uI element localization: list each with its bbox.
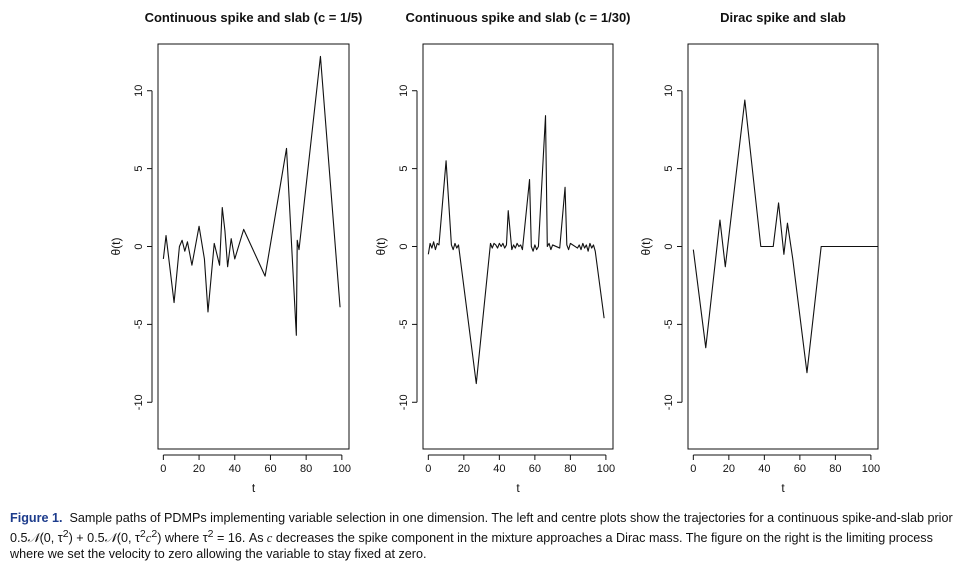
normal-symbol: 𝒩 xyxy=(104,531,117,546)
superscript: 2 xyxy=(207,528,214,540)
y-tick-label: 0 xyxy=(398,243,410,249)
x-tick-label: 20 xyxy=(723,463,735,475)
y-tick-label: 5 xyxy=(133,166,145,172)
series-line xyxy=(427,115,605,385)
x-tick-label: 20 xyxy=(458,463,470,475)
plot-frame xyxy=(157,43,350,450)
y-tick-label: -5 xyxy=(133,319,145,329)
x-tick-label: 80 xyxy=(829,463,841,475)
normal-symbol: 𝒩 xyxy=(27,531,40,546)
y-tick-label: -10 xyxy=(398,394,410,410)
panel-left: Continuous spike and slab (c = 1/5) 0 20 40… xyxy=(109,10,362,495)
figure-label: Figure 1. xyxy=(10,511,63,525)
y-tick-label: -10 xyxy=(663,394,675,410)
plot-frame xyxy=(422,43,614,450)
caption-text-1: Sample paths of PDMPs implementing varia… xyxy=(69,511,953,525)
panel-centre: Continuous spike and slab (c = 1/30) 0 20 4… xyxy=(374,10,631,495)
chart-title: Dirac spike and slab xyxy=(720,10,846,25)
x-tick-label: 100 xyxy=(333,463,351,475)
x-tick-label: 100 xyxy=(597,463,615,475)
y-tick-label: -5 xyxy=(398,319,410,329)
caption-frag: c xyxy=(145,531,152,546)
x-tick-label: 100 xyxy=(862,463,880,475)
y-tick-label: 5 xyxy=(663,166,675,172)
caption-line-2: 0.5𝒩(0, τ2) + 0.5𝒩(0, τ2c2) where τ2 = 1… xyxy=(10,526,975,546)
x-axis-label: t xyxy=(781,481,785,495)
y-tick-label: 0 xyxy=(133,243,145,249)
figure: Continuous spike and slab (c = 1/5) 0 20 40… xyxy=(109,10,880,495)
y-tick-label: 10 xyxy=(398,85,410,97)
y-axis-label: θ(t) xyxy=(374,237,388,255)
x-tick-label: 0 xyxy=(160,463,166,475)
caption-line-3: where we set the velocity to zero allowi… xyxy=(10,547,427,562)
caption-frag: (0, τ xyxy=(39,531,63,546)
x-tick-label: 80 xyxy=(300,463,312,475)
chart-title: Continuous spike and slab (c = 1/30) xyxy=(405,10,630,25)
x-axis-label: t xyxy=(516,481,520,495)
x-tick-label: 60 xyxy=(529,463,541,475)
superscript: 2 xyxy=(151,528,158,540)
superscript: 2 xyxy=(139,528,146,540)
caption-frag: decreases the spike component in the mix… xyxy=(272,531,933,546)
caption-frag: ) where τ xyxy=(157,531,208,546)
caption-frag: (0, τ xyxy=(116,531,140,546)
x-tick-label: 20 xyxy=(193,463,205,475)
superscript: 2 xyxy=(62,528,69,540)
series-line xyxy=(692,99,878,374)
caption-frag: = 16. As xyxy=(213,531,264,546)
y-tick-label: 0 xyxy=(663,243,675,249)
x-tick-label: 40 xyxy=(493,463,505,475)
x-tick-label: 80 xyxy=(564,463,576,475)
x-tick-label: 60 xyxy=(264,463,276,475)
y-axis-label: θ(t) xyxy=(109,237,123,255)
caption-frag: 0.5 xyxy=(10,531,28,546)
x-tick-label: 0 xyxy=(690,463,696,475)
panel-right: Dirac spike and slab 0 20 40 60 80 100 t -10 -5 0 5… xyxy=(639,10,880,495)
x-axis-label: t xyxy=(252,481,256,495)
figure-caption: Figure 1. Sample paths of PDMPs implemen… xyxy=(10,510,975,562)
y-tick-label: -10 xyxy=(133,394,145,410)
series-line xyxy=(162,55,341,336)
x-tick-label: 40 xyxy=(758,463,770,475)
y-axis-label: θ(t) xyxy=(639,237,653,255)
x-tick-label: 40 xyxy=(229,463,241,475)
caption-frag: c xyxy=(263,531,273,546)
y-tick-label: 10 xyxy=(133,85,145,97)
x-tick-label: 0 xyxy=(425,463,431,475)
chart-title: Continuous spike and slab (c = 1/5) xyxy=(145,10,363,25)
caption-line-1: Figure 1. Sample paths of PDMPs implemen… xyxy=(10,510,975,526)
y-tick-label: 10 xyxy=(663,85,675,97)
caption-frag: ) + 0.5 xyxy=(68,531,105,546)
y-tick-label: 5 xyxy=(398,166,410,172)
x-tick-label: 60 xyxy=(794,463,806,475)
y-tick-label: -5 xyxy=(663,319,675,329)
